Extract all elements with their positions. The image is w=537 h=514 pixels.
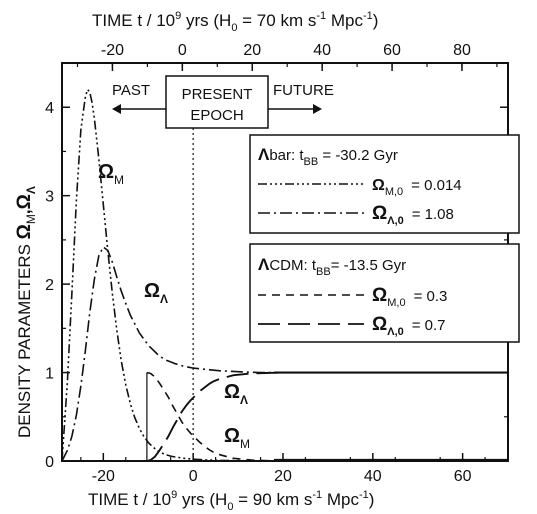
series-line-3 xyxy=(146,371,508,462)
legend-lcdm-box xyxy=(249,243,520,343)
legend-lambdabar-l-text: ΩΛ,0 = 1.08 xyxy=(372,203,454,227)
y-axis-title: DENSITY PARAMETERS ΩM,ΩΛ xyxy=(14,186,38,438)
lcdm-omega-m-label: ΩM xyxy=(224,425,250,451)
lambdabar-omega-m-label: ΩM xyxy=(98,161,124,187)
legend-lcdm-m-text: ΩM,0 = 0.3 xyxy=(372,285,447,309)
present-label: PRESENT xyxy=(182,86,253,103)
legend-lcdm: ΛCDM: tBB= -13.5 Gyr ΩM,0 = 0.3 ΩΛ,0 = 0.7 xyxy=(249,243,520,343)
bottom-tick-label: 60 xyxy=(454,468,472,485)
top-axis-ticks: -20 0 20 40 60 80 xyxy=(76,42,498,71)
future-arrow-head xyxy=(313,104,322,114)
series-line-1 xyxy=(61,88,508,462)
legend-lcdm-l-text: ΩΛ,0 = 0.7 xyxy=(372,314,446,338)
bottom-tick-label: 20 xyxy=(274,468,292,485)
present-epoch-box xyxy=(165,75,269,129)
bottom-tick-label: -20 xyxy=(92,468,115,485)
bottom-axis-ticks: -20 0 20 40 60 xyxy=(80,453,486,485)
top-tick-label: 0 xyxy=(178,42,187,59)
series-line-2 xyxy=(61,246,508,462)
bottom-tick-label: 0 xyxy=(189,468,198,485)
top-axis-title: TIME t / 109 yrs (H0 = 70 km s-1 Mpc-1) xyxy=(92,10,378,34)
lambdabar-omega-l-label: ΩΛ xyxy=(144,280,168,306)
y-tick-label: 3 xyxy=(45,189,54,206)
top-tick-label: 40 xyxy=(313,42,331,59)
past-label: PAST xyxy=(112,82,150,99)
legend-lambdabar: Λbar: tBB = -30.2 Gyr ΩM,0 = 0.014 ΩΛ,0 = … xyxy=(249,134,520,234)
y-tick-label: 0 xyxy=(45,454,54,471)
legend-lcdm-title: ΛCDM: tBB= -13.5 Gyr xyxy=(258,255,406,278)
legend-lambdabar-box xyxy=(249,134,520,234)
epoch-annotation: PAST PRESENT EPOCH FUTURE xyxy=(112,75,334,129)
lcdm-omega-l-label: ΩΛ xyxy=(224,381,248,407)
y-tick-label: 2 xyxy=(45,277,54,294)
top-tick-label: 60 xyxy=(383,42,401,59)
top-tick-label: 80 xyxy=(453,42,471,59)
series-line-4 xyxy=(146,371,508,462)
bottom-axis-title: TIME t / 109 yrs (H0 = 90 km s-1 Mpc-1) xyxy=(88,489,374,513)
top-tick-label: 20 xyxy=(243,42,261,59)
y-tick-label: 1 xyxy=(45,366,54,383)
series-group xyxy=(61,88,508,462)
epoch-label: EPOCH xyxy=(190,107,243,124)
legend-lambdabar-title: Λbar: tBB = -30.2 Gyr xyxy=(258,145,398,168)
legend-lambdabar-m-text: ΩM,0 = 0.014 xyxy=(372,177,462,198)
y-axis-ticks: 0 1 2 3 4 xyxy=(45,100,508,471)
future-label: FUTURE xyxy=(273,82,334,99)
top-tick-label: -20 xyxy=(101,42,124,59)
past-arrow-head xyxy=(112,104,121,114)
y-tick-label: 4 xyxy=(45,100,54,117)
bottom-tick-label: 40 xyxy=(364,468,382,485)
